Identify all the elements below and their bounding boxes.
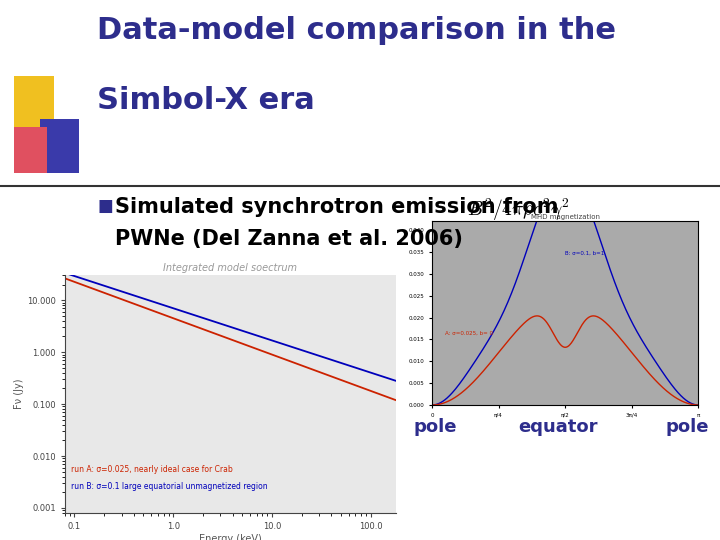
Text: $B^2/4\pi\rho c^2\gamma^2$: $B^2/4\pi\rho c^2\gamma^2$ [467,197,570,224]
Text: run B: σ=0.1 large equatorial unmagnetized region: run B: σ=0.1 large equatorial unmagnetiz… [71,482,268,491]
Text: pole: pole [666,418,709,436]
Text: Data-model comparison in the: Data-model comparison in the [97,16,616,45]
Text: ■: ■ [97,197,113,215]
Text: B: σ=0.1, b=1: B: σ=0.1, b=1 [565,251,605,255]
Text: A: σ=0.025, b= 0: A: σ=0.025, b= 0 [445,331,493,336]
Title: MHD magnetization: MHD magnetization [531,214,600,220]
Text: pole: pole [414,418,457,436]
Text: PWNe (Del Zanna et al. 2006): PWNe (Del Zanna et al. 2006) [115,230,463,249]
Text: Simbol-X era: Simbol-X era [97,86,315,116]
Text: Simulated synchrotron emission from: Simulated synchrotron emission from [115,197,559,217]
Text: equator: equator [518,418,598,436]
Text: run A: σ=0.025, nearly ideal case for Crab: run A: σ=0.025, nearly ideal case for Cr… [71,465,233,475]
X-axis label: Energy (keV): Energy (keV) [199,534,262,540]
Title: Integrated model soectrum: Integrated model soectrum [163,263,297,273]
Y-axis label: Fν (Jy): Fν (Jy) [14,379,24,409]
